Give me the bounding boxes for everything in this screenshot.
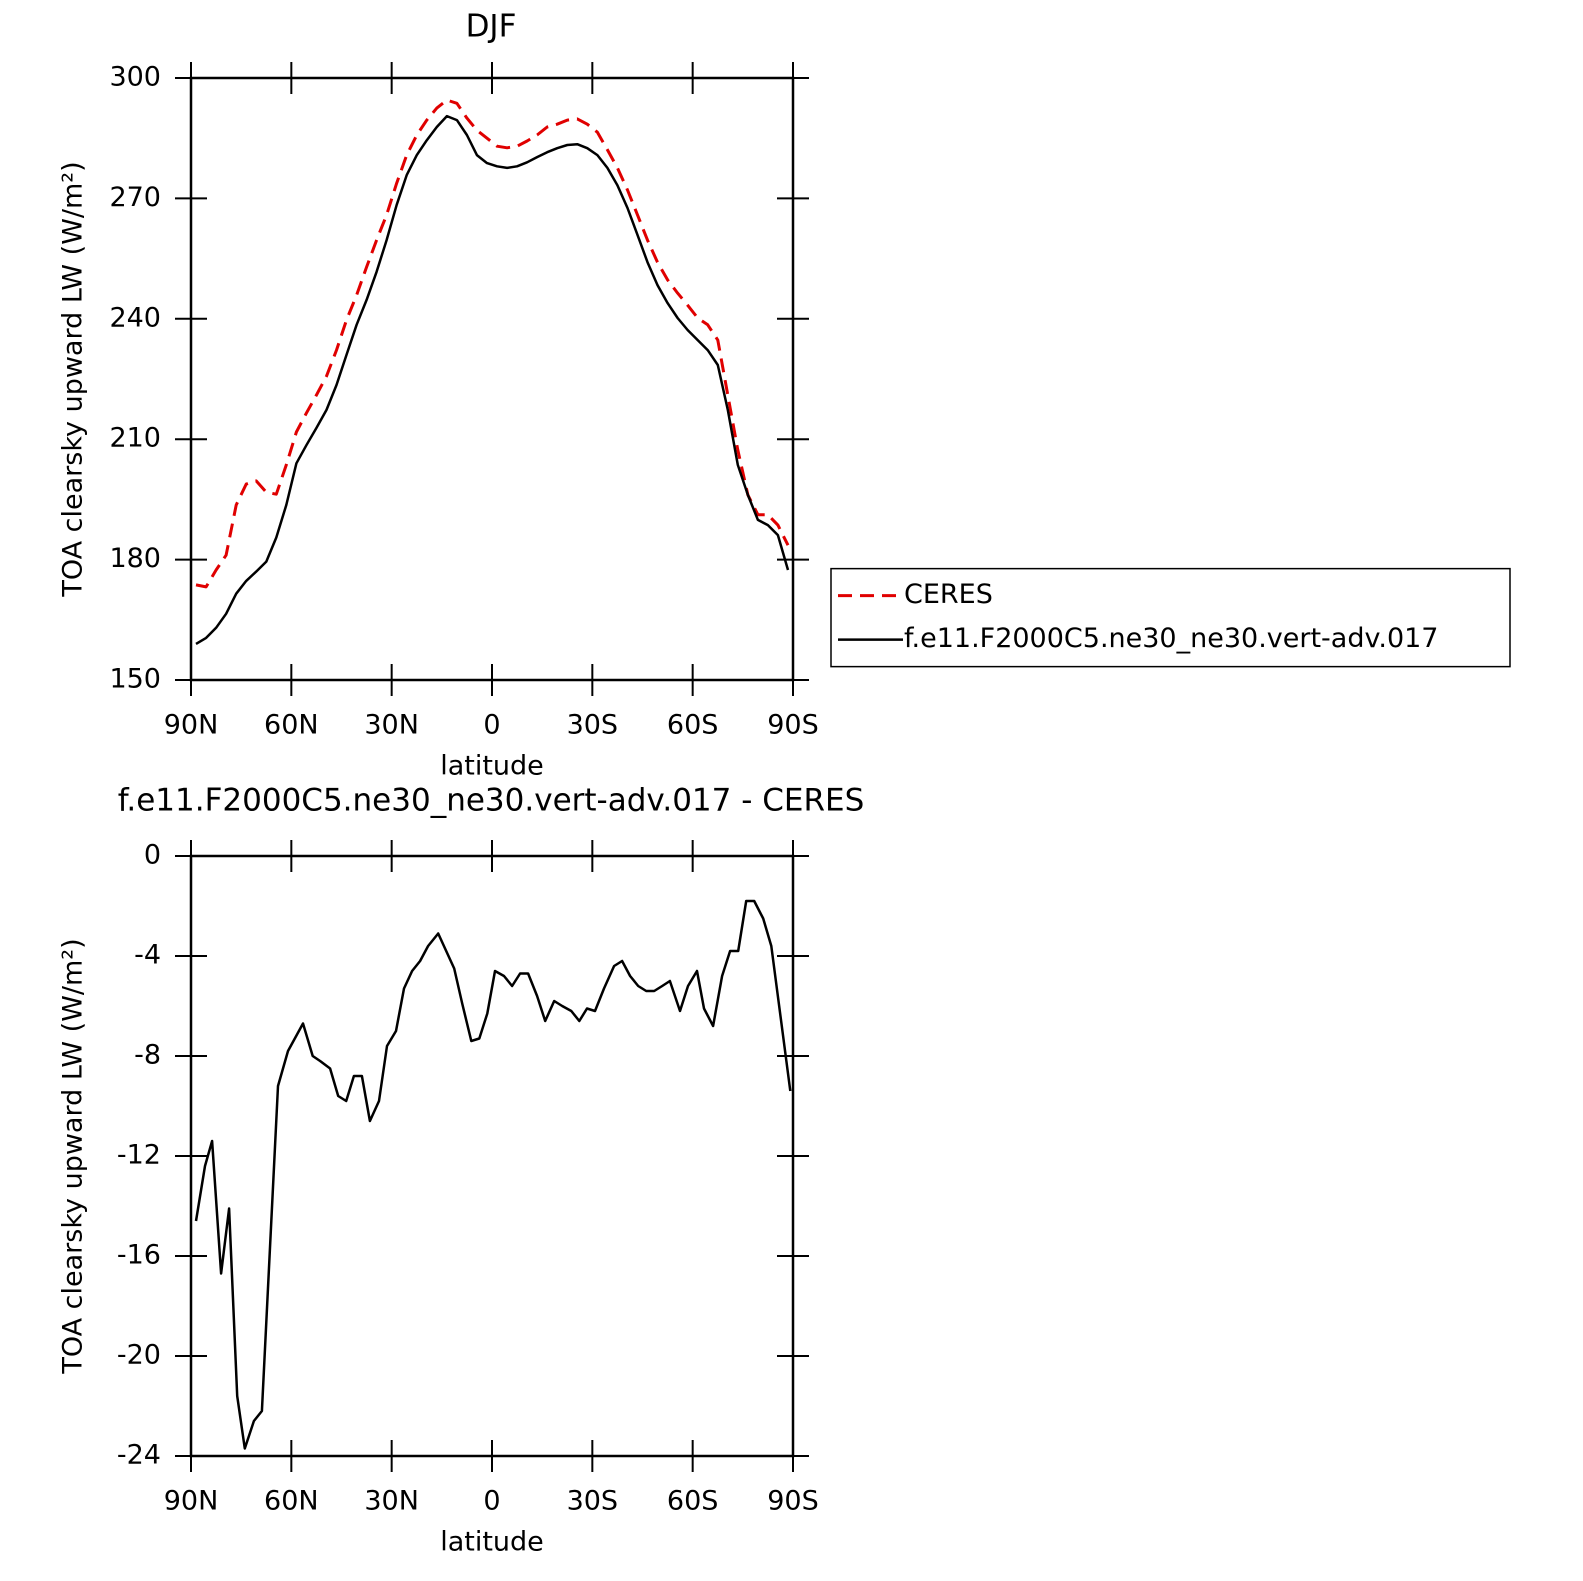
data-line (194, 899, 792, 1450)
x-tick-label: 60N (264, 710, 319, 741)
legend-label: f.e11.F2000C5.ne30_ne30.vert-adv.017 (904, 623, 1438, 654)
y-tick-label: -20 (117, 1340, 161, 1371)
plot-frame (189, 76, 795, 682)
data-line (195, 114, 790, 645)
y-tick-label: 0 (144, 840, 161, 871)
legend-label: CERES (904, 579, 993, 610)
y-tick-label: 300 (109, 62, 161, 93)
x-tick-label: 90N (164, 1486, 219, 1517)
x-axis-label: latitude (440, 1527, 544, 1558)
x-tick-label: 0 (483, 710, 500, 741)
x-tick-label: 0 (483, 1486, 500, 1517)
chart-title: DJF (466, 9, 517, 45)
x-axis-label: latitude (440, 751, 544, 782)
x-tick-label: 30N (364, 710, 419, 741)
y-tick-label: 240 (109, 302, 161, 333)
legend-box (830, 567, 1511, 668)
x-tick-label: 90S (767, 710, 819, 741)
y-tick-label: 270 (109, 182, 161, 213)
y-tick-label: 180 (109, 543, 161, 574)
y-tick-label: 210 (109, 423, 161, 454)
x-tick-label: 30S (567, 710, 619, 741)
x-tick-label: 90S (767, 1486, 819, 1517)
data-line (195, 98, 790, 589)
y-tick-label: -24 (117, 1440, 161, 1471)
x-tick-label: 60N (264, 1486, 319, 1517)
y-tick-label: -8 (134, 1040, 161, 1071)
x-tick-label: 90N (164, 710, 219, 741)
x-tick-label: 30N (364, 1486, 419, 1517)
x-tick-label: 60S (667, 710, 719, 741)
y-tick-label: -12 (117, 1140, 161, 1171)
x-tick-label: 30S (567, 1486, 619, 1517)
x-tick-label: 60S (667, 1486, 719, 1517)
y-tick-label: -16 (117, 1240, 161, 1271)
y-axis-label: TOA clearsky upward LW (W/m²) (58, 161, 89, 597)
y-tick-label: 150 (109, 664, 161, 695)
y-tick-label: -4 (134, 940, 161, 971)
chart-title: f.e11.F2000C5.ne30_ne30.vert-adv.017 - C… (118, 783, 865, 819)
y-axis-label: TOA clearsky upward LW (W/m²) (58, 938, 89, 1374)
plot-frame (189, 854, 795, 1458)
